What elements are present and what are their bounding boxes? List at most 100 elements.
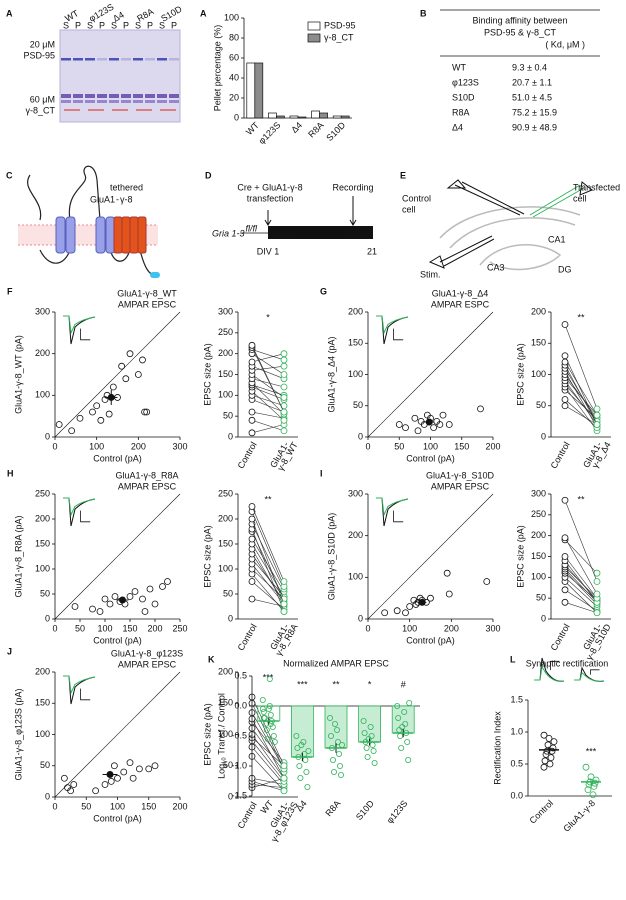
protein-chain — [27, 165, 156, 276]
y-tick-label: 100 — [218, 729, 233, 739]
data-point — [126, 350, 134, 358]
diagram-label: cell — [573, 193, 587, 203]
transfected-point — [280, 578, 288, 585]
arrow — [264, 196, 357, 226]
data-point — [139, 595, 146, 603]
data-point — [402, 721, 409, 728]
data-point — [105, 410, 113, 418]
x-tick-label: 0 — [365, 623, 370, 633]
x-tick-label: Control — [528, 798, 556, 826]
y-tick-label: 200 — [35, 666, 50, 676]
bar — [324, 705, 348, 749]
panel-letter: J — [7, 646, 12, 656]
x-tick-label: 0 — [365, 441, 370, 451]
x-tick-label: 0 — [52, 623, 57, 633]
lane-sublabel: S — [63, 20, 69, 30]
control-point — [248, 429, 256, 437]
data-point — [89, 605, 96, 613]
data-point — [361, 730, 368, 737]
data-point — [101, 781, 109, 788]
lane-label: Δ4 — [111, 10, 126, 24]
paired-line — [564, 386, 598, 431]
data-point — [584, 786, 592, 793]
y-tick-label: 150 — [531, 338, 546, 348]
table-cell: φ123S — [452, 77, 479, 87]
diagram-label: Stim. — [420, 269, 441, 279]
paired-line — [564, 324, 598, 409]
y-axis-label: GluA1-γ-8_φ123S (pA) — [13, 689, 23, 781]
paired-line — [564, 371, 598, 428]
data-point — [399, 724, 406, 731]
data-point — [394, 703, 401, 710]
data-point — [131, 588, 139, 595]
gel-band — [61, 58, 71, 61]
paired-line — [564, 500, 598, 582]
paired-line — [251, 777, 285, 788]
y-tick-label: 50 — [353, 400, 363, 410]
paired-line — [251, 573, 285, 612]
data-point — [544, 741, 552, 749]
x-tick-label: 100 — [402, 623, 417, 633]
x-tick-label: 0 — [52, 801, 57, 811]
data-point — [327, 733, 334, 740]
bar — [319, 112, 328, 119]
y-tick-label: 0 — [228, 791, 233, 801]
y-tick-label: 150 — [35, 538, 50, 548]
unity-line — [54, 671, 181, 798]
data-point — [106, 600, 114, 608]
y-tick-label: 50 — [536, 400, 546, 410]
chart-title: Normalized AMPAR EPSC — [283, 658, 389, 668]
x-tick-label: Δ4 — [289, 120, 304, 135]
data-point — [364, 754, 371, 761]
paired-line — [251, 781, 285, 792]
mean-point — [106, 771, 114, 778]
data-point — [483, 578, 491, 585]
x-axis-label: Control (pA) — [406, 453, 455, 463]
panel-letter: K — [208, 654, 215, 664]
data-point — [305, 748, 312, 755]
panel-letter: B — [420, 8, 427, 18]
y-axis-label: EPSC size (pA) — [515, 343, 525, 406]
data-point — [546, 760, 554, 768]
x-tick-label: Control — [549, 622, 572, 652]
data-point — [107, 777, 115, 785]
chart-title: GluA1-γ-8_Δ4 — [432, 288, 489, 298]
caption-part: GluA1 — [90, 194, 115, 204]
y-tick-label: 300 — [531, 488, 546, 498]
panel-letter: E — [400, 170, 406, 180]
data-point — [264, 736, 271, 743]
bar — [297, 116, 307, 119]
transfected-point — [280, 356, 288, 364]
data-point — [145, 765, 153, 773]
significance: * — [368, 679, 372, 689]
data-point — [402, 424, 409, 432]
paired-line — [251, 411, 285, 419]
paired-line — [251, 511, 285, 587]
data-point — [436, 421, 444, 428]
data-point — [101, 595, 109, 603]
data-point — [266, 703, 273, 710]
control-point — [248, 408, 256, 416]
transfected-point — [593, 405, 601, 413]
x-tick-label: 50 — [394, 441, 404, 451]
data-point — [298, 742, 305, 749]
control-point — [248, 341, 256, 349]
data-point — [430, 424, 438, 432]
gel-band — [157, 94, 167, 98]
data-point — [302, 757, 309, 764]
paired-line — [251, 353, 285, 375]
data-point — [540, 731, 548, 739]
data-point — [270, 733, 277, 740]
scale-bar — [80, 510, 91, 523]
data-point — [395, 715, 402, 722]
transfected-point — [280, 394, 288, 401]
y-axis-label: GluA1-γ-8_S10D (pA) — [326, 513, 336, 601]
x-tick-label: Control — [236, 440, 259, 470]
data-point — [545, 735, 553, 742]
x-tick-label: 200 — [172, 801, 187, 811]
data-point — [590, 783, 598, 790]
control-point — [561, 496, 569, 504]
paired-line — [251, 712, 285, 770]
data-point — [393, 607, 401, 615]
